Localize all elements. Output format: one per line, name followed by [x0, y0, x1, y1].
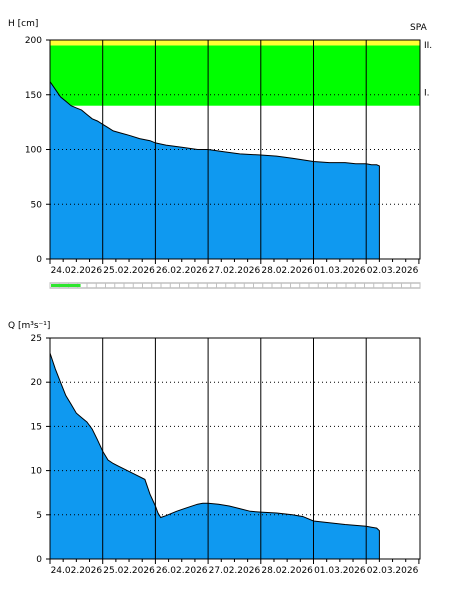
discharge-y-ticks: 0 5 10 15 20 25 [31, 334, 50, 565]
discharge-x-ticks: 24.02.2026 25.02.2026 26.02.2026 27.02.2026… [49, 559, 420, 576]
water-level-axis-label: H [cm] [8, 19, 38, 29]
y-tick-label: 0 [36, 555, 42, 565]
water-level-area [49, 79, 380, 260]
discharge-plot-frame [49, 337, 421, 560]
x-tick-label: 01.03.2026 [314, 266, 366, 276]
y-tick-label: 100 [25, 146, 42, 156]
x-tick-label: 26.02.2026 [156, 266, 208, 276]
x-tick-label: 27.02.2026 [209, 266, 261, 276]
y-tick-label: 0 [36, 255, 42, 265]
water-level-y-ticks: 0 50 100 150 200 [25, 36, 50, 265]
x-tick-label: 28.02.2026 [261, 566, 313, 576]
discharge-grid [50, 338, 420, 559]
discharge-axis-label: Q [m³s⁻¹] [8, 321, 50, 331]
warning-bands [50, 40, 420, 106]
x-tick-label: 24.02.2026 [51, 566, 103, 576]
x-tick-label: 25.02.2026 [103, 566, 155, 576]
y-tick-label: 150 [25, 91, 42, 101]
warning-band-label-2: II. [424, 41, 432, 51]
warning-band-1 [50, 45, 420, 106]
discharge-chart: Q [m³s⁻¹] 0 5 10 15 20 25 24.02.2026 25.02.202… [8, 321, 421, 576]
scrollbar-thumb[interactable] [51, 284, 81, 287]
x-tick-label: 02.03.2026 [367, 566, 419, 576]
y-tick-label: 15 [31, 422, 42, 432]
water-level-x-ticks: 24.02.2026 25.02.2026 26.02.2026 27.02.2026… [49, 259, 420, 276]
water-level-grid [50, 40, 420, 259]
x-tick-label: 26.02.2026 [156, 566, 208, 576]
scrollbar-ticks [49, 283, 421, 288]
x-tick-label: 27.02.2026 [209, 566, 261, 576]
warning-band-2 [50, 40, 420, 46]
x-tick-label: 24.02.2026 [51, 266, 103, 276]
x-tick-label: 01.03.2026 [314, 566, 366, 576]
y-tick-label: 20 [31, 378, 43, 388]
x-tick-label: 02.03.2026 [367, 266, 419, 276]
y-tick-label: 10 [31, 467, 43, 477]
y-tick-label: 50 [31, 200, 43, 210]
discharge-area [49, 352, 380, 560]
x-tick-label: 25.02.2026 [103, 266, 155, 276]
y-tick-label: 25 [31, 334, 42, 344]
y-tick-label: 5 [36, 511, 42, 521]
warning-band-label-1: I. [424, 88, 430, 98]
x-tick-label: 28.02.2026 [261, 266, 313, 276]
warning-band-labels: I. II. [424, 41, 432, 98]
time-scrollbar[interactable] [49, 282, 421, 289]
water-level-chart: H [cm] SPA 0 50 100 150 200 24.02.2026 25.02.… [8, 19, 432, 276]
y-tick-label: 200 [25, 36, 42, 46]
station-code: SPA [410, 23, 428, 33]
